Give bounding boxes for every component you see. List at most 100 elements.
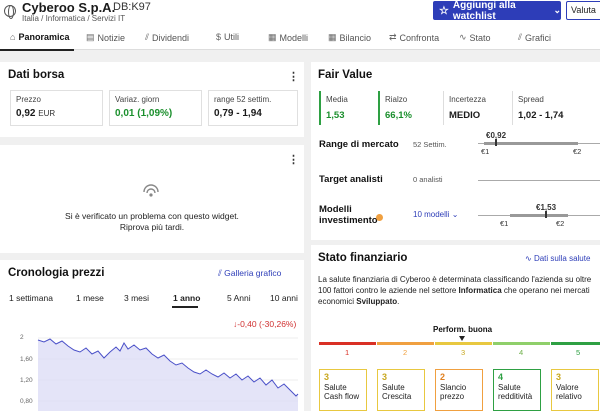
health-box-slancio-prezzo[interactable]: 2 Slancio prezzo: [435, 369, 483, 411]
top-header: Cyberoo S.p.A. DB:K97 Italia / Informati…: [0, 0, 600, 28]
media-box: Media 1,53: [319, 91, 375, 125]
scale-number-5: 5: [576, 348, 581, 357]
rialzo-box: Rialzo 66,1%: [378, 91, 440, 125]
health-box-line2: relativo: [556, 392, 582, 401]
scale-segment-5: [551, 342, 600, 345]
variaz-box: Variaz. giorn 0,01 (1,09%): [109, 90, 202, 126]
breadcrumb[interactable]: Italia / Informatica / Servizi IT: [22, 14, 126, 23]
health-score: 3: [324, 372, 330, 382]
period-1-mese[interactable]: 1 mese: [76, 293, 104, 303]
range-box: range 52 settim. 0,79 - 1,94: [208, 90, 298, 126]
warning-icon: [376, 214, 383, 221]
table-icon: ▦: [328, 32, 337, 42]
tab-label: Dividendi: [152, 32, 190, 43]
modelli-link[interactable]: 10 modelli ⌄: [413, 210, 459, 219]
media-label: Media: [326, 95, 348, 104]
health-box-line1: Slancio: [440, 382, 467, 392]
range-mercato-sub: 52 Settim.: [413, 140, 447, 149]
media-value: 1,53: [326, 110, 345, 121]
tab-stato[interactable]: ∿ Stato: [459, 32, 491, 43]
star-icon: ☆: [439, 5, 449, 17]
more-options-icon[interactable]: ⋮: [288, 154, 299, 166]
scale-number-3: 3: [461, 348, 466, 357]
tab-grafici[interactable]: ⫽ Grafici: [518, 32, 551, 43]
period-1-anno[interactable]: 1 anno: [173, 293, 201, 303]
tab-label: Bilancio: [339, 32, 372, 43]
tab-bilancio[interactable]: ▦ Bilancio: [328, 32, 371, 43]
modelli-title-line1: Modelli: [319, 204, 352, 215]
tab-dividendi[interactable]: ⫽ Dividendi: [145, 32, 189, 43]
scale-segment-4: [493, 342, 550, 345]
health-score: 4: [498, 372, 504, 382]
range-mercato-title: Range di mercato: [319, 139, 399, 150]
range-label: range 52 settim.: [214, 95, 272, 104]
health-box-crescita[interactable]: 3 Salute Crescita: [377, 369, 425, 411]
period-3-mesi[interactable]: 3 mesi: [124, 293, 150, 303]
add-to-watchlist-button[interactable]: ☆ Aggiungi alla watchlist ⌄: [433, 0, 561, 22]
scale-segment-2: [377, 342, 434, 345]
health-box-line1: Salute: [498, 382, 521, 392]
incertezza-value: MEDIO: [449, 110, 481, 121]
health-box-line2: Cash flow: [324, 392, 360, 401]
fair-value-card: [311, 62, 600, 240]
period-5-anni[interactable]: 5 Anni: [227, 293, 251, 303]
health-box-valore-relativo[interactable]: 3 Valore relativo: [551, 369, 599, 411]
prezzo-label: Prezzo: [16, 95, 41, 104]
dati-salute-link[interactable]: ∿ Dati sulla salute: [525, 254, 591, 263]
chart-icon: ⫽: [518, 32, 523, 42]
range-current-price: €0,92: [486, 131, 507, 140]
tab-label: Modelli: [279, 32, 309, 43]
tab-label: Notizie: [97, 32, 126, 43]
health-box-line1: Valore: [556, 382, 579, 392]
cronologia-title: Cronologia prezzi: [8, 267, 105, 279]
valuta-button[interactable]: Valuta: [566, 1, 600, 20]
period-1-settimana[interactable]: 1 settimana: [9, 293, 53, 303]
active-period-underline: [172, 306, 198, 308]
dollar-icon: $: [216, 32, 222, 42]
tab-notizie[interactable]: ▤ Notizie: [86, 32, 125, 43]
pulse-icon: ∿: [459, 32, 467, 42]
y-axis-label: 0,80: [20, 398, 33, 405]
modelli-current-price: €1,53: [536, 203, 557, 212]
y-axis-label: 1,60: [20, 356, 33, 363]
y-axis-label: 1,20: [20, 377, 33, 384]
spread-box: Spread 1,02 - 1,74: [512, 91, 600, 125]
grid-icon: ▦: [268, 32, 277, 42]
health-box-redditivita[interactable]: 4 Salute redditività: [493, 369, 541, 411]
scale-segment-3: [435, 342, 492, 345]
dividend-icon: ⫽: [145, 32, 150, 42]
y-axis-label: 2: [20, 334, 24, 341]
health-description: La salute finanziaria di Cyberoo è deter…: [318, 275, 592, 306]
more-options-icon[interactable]: ⋮: [288, 71, 299, 83]
watchlist-label: Aggiungi alla watchlist: [452, 0, 516, 22]
tab-modelli[interactable]: ▦ Modelli: [268, 32, 308, 43]
signal-warning-icon: [143, 184, 159, 197]
price-chart: [37, 337, 299, 411]
compare-icon: ⇄: [389, 32, 397, 42]
health-score: 3: [556, 372, 562, 382]
ticker-symbol: DB:K97: [113, 1, 151, 13]
target-analisti-sub: 0 analisti: [413, 175, 443, 184]
tab-utili[interactable]: $ Utili: [216, 32, 239, 42]
health-box-line2: redditività: [498, 392, 533, 401]
health-box-cash-flow[interactable]: 3 Salute Cash flow: [319, 369, 367, 411]
tab-label: Utili: [224, 32, 240, 42]
target-bar: [478, 180, 600, 181]
rialzo-label: Rialzo: [385, 95, 408, 104]
modelli-title-line2: investimento: [319, 215, 378, 226]
tab-panoramica[interactable]: ⌂ Panoramica: [10, 32, 69, 42]
home-icon: ⌂: [10, 32, 16, 42]
health-box-line2: prezzo: [440, 392, 465, 401]
prezzo-unit: EUR: [38, 109, 56, 118]
modelli-current-marker: [545, 211, 547, 218]
health-box-line1: Salute: [382, 382, 405, 392]
tab-label: Panoramica: [18, 32, 70, 42]
active-tab-underline: [0, 49, 74, 51]
target-analisti-title: Target analisti: [319, 174, 383, 185]
galleria-grafico-link[interactable]: ⫽ Galleria grafico: [218, 268, 282, 278]
period-10-anni[interactable]: 10 anni: [270, 293, 298, 303]
scale-number-1: 1: [345, 348, 350, 357]
widget-error-message: Si è verificato un problema con questo w…: [65, 211, 239, 232]
tab-confronta[interactable]: ⇄ Confronta: [389, 32, 439, 43]
range-value: 0,79 - 1,94: [214, 108, 262, 119]
